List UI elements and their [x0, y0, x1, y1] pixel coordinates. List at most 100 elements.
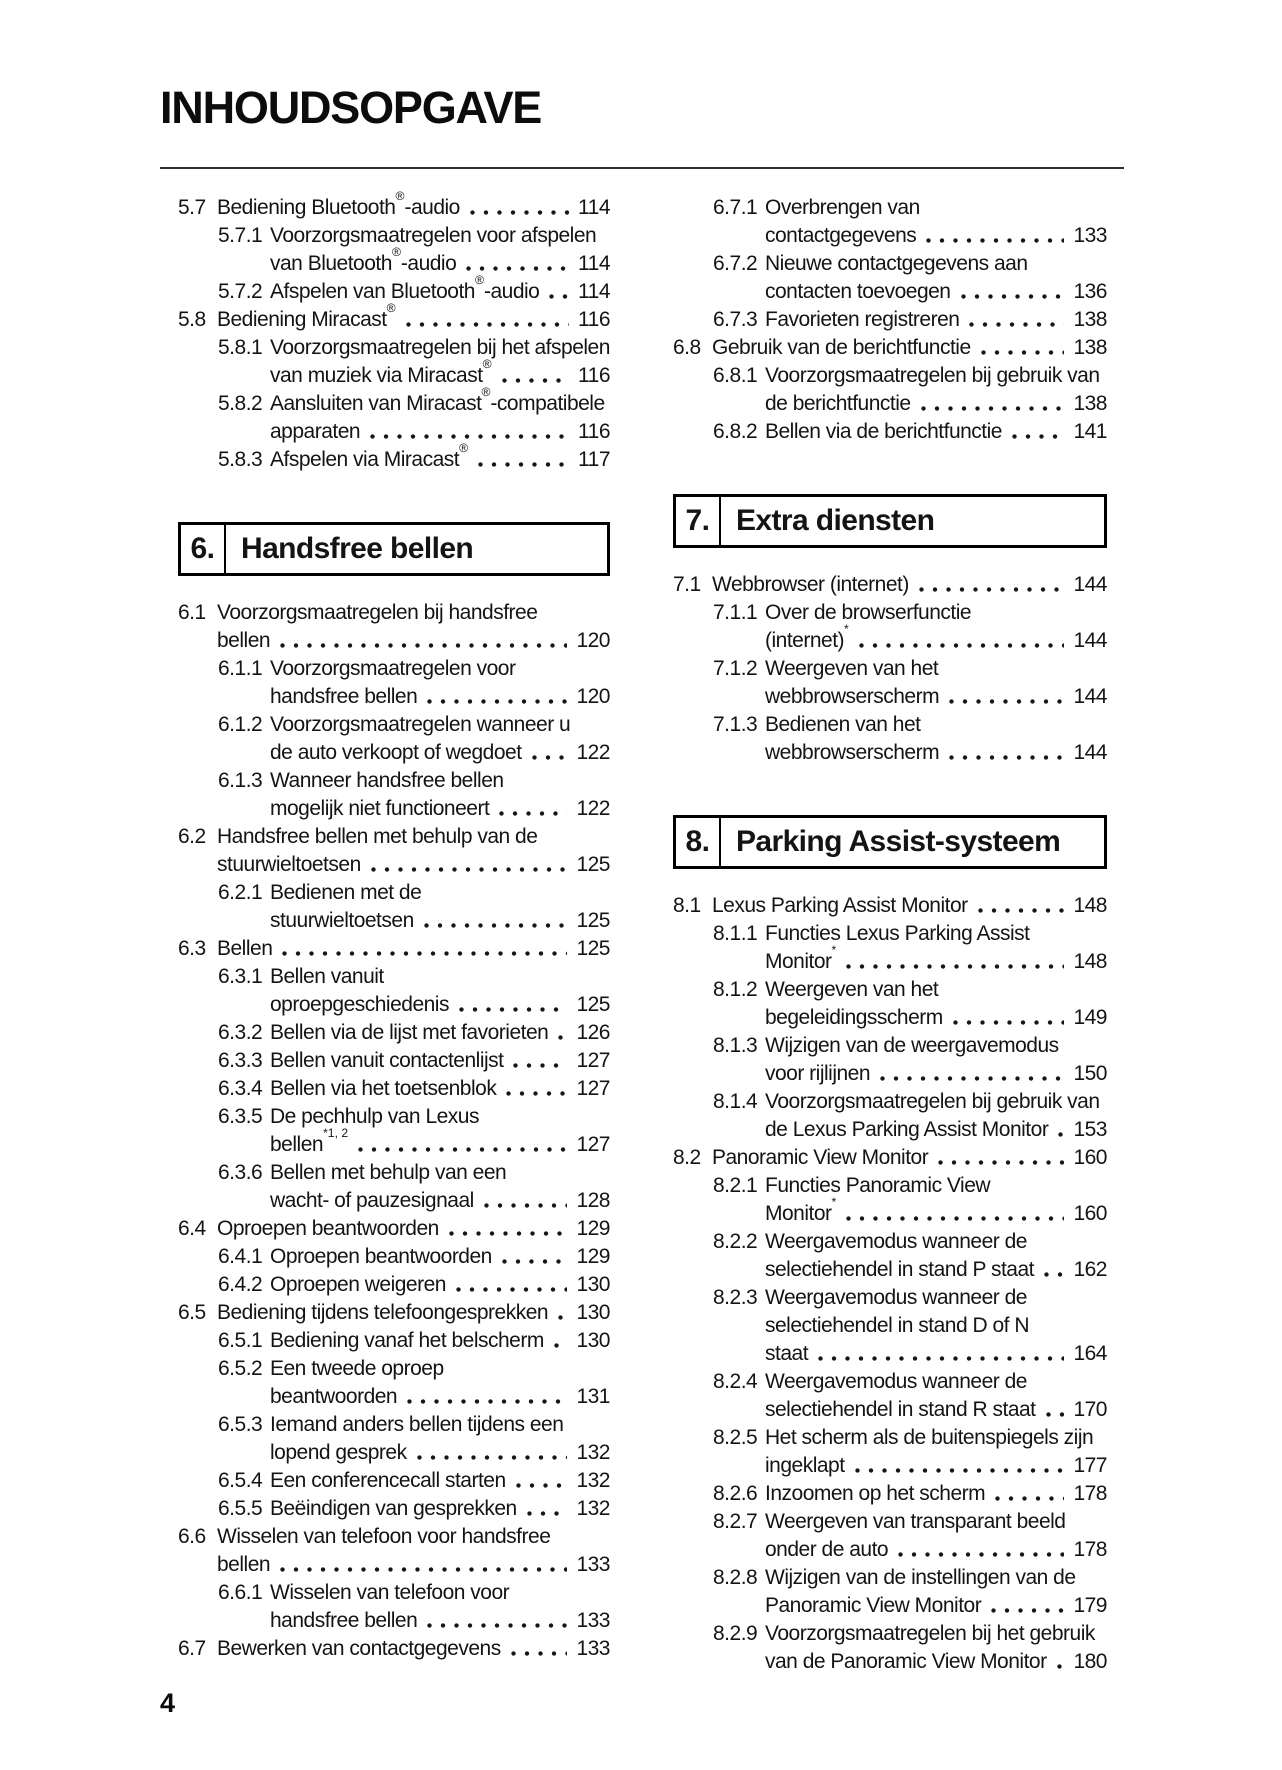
- toc-entry[interactable]: 7.1.3 Bedienen van het webbrowserscherm 14…: [673, 711, 1107, 767]
- toc-entry-text: voor rijlijnen: [765, 1062, 871, 1085]
- toc-entry-line: beantwoorden 131: [270, 1383, 610, 1411]
- toc-entry[interactable]: 6.5.2 Een tweede oproep beantwoorden 131: [178, 1355, 610, 1411]
- toc-entry[interactable]: 7.1.1 Over de browserfunctie (internet)* 1…: [673, 599, 1107, 655]
- toc-entry[interactable]: 8.2.5 Het scherm als de buitenspiegels z…: [673, 1424, 1107, 1480]
- toc-entry[interactable]: 8.2.6 Inzoomen op het scherm 178: [673, 1480, 1107, 1508]
- toc-entry-line: Wijzigen van de weergavemodus: [765, 1034, 1059, 1057]
- toc-entry-text: oproepgeschiedenis: [270, 993, 449, 1016]
- toc-entry-number: 6.1.3: [218, 769, 263, 792]
- dot-leader: [448, 1231, 568, 1236]
- toc-entry[interactable]: 6.5.4 Een conferencecall starten 132: [178, 1467, 610, 1495]
- toc-entry[interactable]: 6.3.1 Bellen vanuit oproepgeschiedenis 125: [178, 963, 610, 1019]
- dot-leader: [358, 1147, 568, 1152]
- toc-entry-page: 178: [1073, 1538, 1107, 1561]
- toc-entry-line: Een conferencecall starten 132: [270, 1467, 610, 1495]
- toc-entry-body: Bellen via de lijst met favorieten 126: [270, 1019, 610, 1047]
- dot-leader: [918, 587, 1065, 592]
- toc-entry[interactable]: 7.1 Webbrowser (internet) 144: [673, 571, 1107, 599]
- dot-leader: [898, 1552, 1065, 1557]
- toc-entry-page: 131: [576, 1385, 610, 1408]
- toc-entry[interactable]: 6.1 Voorzorgsmaatregelen bij handsfree be…: [178, 599, 610, 655]
- dot-leader: [558, 1035, 568, 1040]
- toc-entry[interactable]: 6.5 Bediening tijdens telefoongesprekken…: [178, 1299, 610, 1327]
- toc-entry[interactable]: 6.1.1 Voorzorgsmaatregelen voor handsfree…: [178, 655, 610, 711]
- toc-entry[interactable]: 8.1.3 Wijzigen van de weergavemodus voor …: [673, 1032, 1107, 1088]
- toc-entry-line: Wisselen van telefoon voor handsfree: [217, 1525, 551, 1548]
- toc-entry[interactable]: 5.8 Bediening Miracast® 116: [178, 302, 610, 334]
- toc-entry-text: stuurwieltoetsen: [217, 853, 361, 876]
- toc-entry[interactable]: 6.4.2 Oproepen weigeren 130: [178, 1271, 610, 1299]
- toc-entry[interactable]: 6.5.5 Beëindigen van gesprekken 132: [178, 1495, 610, 1523]
- toc-entry[interactable]: 6.8.1 Voorzorgsmaatregelen bij gebruik v…: [673, 362, 1107, 418]
- toc-entry-number: 8.2.7: [713, 1510, 758, 1533]
- toc-entry-line: van Bluetooth®-audio 114: [270, 246, 610, 278]
- toc-entry-number: 5.7: [178, 196, 206, 219]
- toc-entry[interactable]: 5.8.2 Aansluiten van Miracast®-compatibe…: [178, 386, 610, 446]
- toc-entry[interactable]: 6.8.2 Bellen via de berichtfunctie 141: [673, 418, 1107, 446]
- toc-entry[interactable]: 6.7.1 Overbrengen van contactgegevens 133: [673, 194, 1107, 250]
- toc-entry[interactable]: 6.3 Bellen 125: [178, 935, 610, 963]
- toc-entry-number: 5.8.1: [218, 336, 263, 359]
- toc-entry[interactable]: 6.6 Wisselen van telefoon voor handsfree…: [178, 1523, 610, 1579]
- toc-entry-number: 6.3.4: [218, 1077, 263, 1100]
- toc-entry[interactable]: 8.1.4 Voorzorgsmaatregelen bij gebruik v…: [673, 1088, 1107, 1144]
- toc-entry[interactable]: 5.7.2 Afspelen van Bluetooth®-audio 114: [178, 274, 610, 306]
- dot-leader: [1043, 1272, 1065, 1277]
- toc-entry[interactable]: 8.2.3 Weergavemodus wanneer de selectiehe…: [673, 1284, 1107, 1368]
- toc-entry-page: 125: [576, 937, 610, 960]
- toc-entry-body: Nieuwe contactgegevens aan contacten toev…: [765, 250, 1107, 306]
- toc-entry-body: Bedienen van het webbrowserscherm 144: [765, 711, 1107, 767]
- toc-entry[interactable]: 8.1 Lexus Parking Assist Monitor 148: [673, 892, 1107, 920]
- toc-entry[interactable]: 6.2 Handsfree bellen met behulp van de st…: [178, 823, 610, 879]
- toc-entry-text: de berichtfunctie: [765, 392, 911, 415]
- toc-entry-line: Oproepen weigeren 130: [270, 1271, 610, 1299]
- toc-entry[interactable]: 6.7.3 Favorieten registreren 138: [673, 306, 1107, 334]
- dot-leader: [280, 1567, 568, 1572]
- toc-entry[interactable]: 6.8 Gebruik van de berichtfunctie 138: [673, 334, 1107, 362]
- toc-entry[interactable]: 6.3.3 Bellen vanuit contactenlijst 127: [178, 1047, 610, 1075]
- toc-entry[interactable]: 6.1.2 Voorzorgsmaatregelen wanneer u de a…: [178, 711, 610, 767]
- toc-entry[interactable]: 6.1.3 Wanneer handsfree bellen mogelijk n…: [178, 767, 610, 823]
- toc-entry-line: selectiehendel in stand R staat 170: [765, 1396, 1107, 1424]
- toc-entry[interactable]: 8.1.2 Weergeven van het begeleidingsscher…: [673, 976, 1107, 1032]
- toc-entry[interactable]: 5.7.1 Voorzorgsmaatregelen voor afspelen…: [178, 222, 610, 278]
- toc-entry[interactable]: 5.8.1 Voorzorgsmaatregelen bij het afspe…: [178, 334, 610, 390]
- toc-entry-text: contactgegevens: [765, 224, 917, 247]
- toc-entry[interactable]: 8.2.4 Weergavemodus wanneer de selectiehe…: [673, 1368, 1107, 1424]
- toc-entry[interactable]: 8.2.9 Voorzorgsmaatregelen bij het gebru…: [673, 1620, 1107, 1676]
- toc-entry[interactable]: 8.2.2 Weergavemodus wanneer de selectiehe…: [673, 1228, 1107, 1284]
- dot-leader: [980, 350, 1065, 355]
- toc-entry[interactable]: 8.1.1 Functies Lexus Parking Assist Monit…: [673, 920, 1107, 976]
- toc-entry[interactable]: 6.6.1 Wisselen van telefoon voor handsfre…: [178, 1579, 610, 1635]
- toc-entry[interactable]: 5.8.3 Afspelen via Miracast® 117: [178, 442, 610, 474]
- toc-entry[interactable]: 6.4 Oproepen beantwoorden 129: [178, 1215, 610, 1243]
- toc-entry-page: 129: [576, 1245, 610, 1268]
- toc-entry[interactable]: 6.3.5 De pechhulp van Lexus bellen*1, 2 12…: [178, 1103, 610, 1159]
- toc-entry[interactable]: 8.2 Panoramic View Monitor 160: [673, 1144, 1107, 1172]
- toc-entry[interactable]: 6.3.6 Bellen met behulp van een wacht- of…: [178, 1159, 610, 1215]
- toc-entry-line: stuurwieltoetsen 125: [270, 907, 610, 935]
- toc-entry[interactable]: 5.7 Bediening Bluetooth®-audio 114: [178, 190, 610, 222]
- toc-entry[interactable]: 7.1.2 Weergeven van het webbrowserscherm 1…: [673, 655, 1107, 711]
- toc-entry[interactable]: 8.2.1 Functies Panoramic View Monitor* 160: [673, 1172, 1107, 1228]
- toc-entry[interactable]: 6.7 Bewerken van contactgegevens 133: [178, 1635, 610, 1663]
- toc-entry[interactable]: 6.5.3 Iemand anders bellen tijdens een lo…: [178, 1411, 610, 1467]
- toc-entry-number: 7.1.1: [713, 601, 758, 624]
- toc-entry-text: Panoramic View Monitor: [765, 1594, 982, 1617]
- toc-entry[interactable]: 8.2.7 Weergeven van transparant beeld ond…: [673, 1508, 1107, 1564]
- toc-entry-number: 6.1.2: [218, 713, 263, 736]
- toc-entry[interactable]: 6.5.1 Bediening vanaf het belscherm 130: [178, 1327, 610, 1355]
- toc-entry[interactable]: 6.7.2 Nieuwe contactgegevens aan contacte…: [673, 250, 1107, 306]
- toc-entry-number: 6.7.2: [713, 252, 758, 275]
- toc-entry-number: 6.8.1: [713, 364, 758, 387]
- toc-entry[interactable]: 6.3.2 Bellen via de lijst met favorieten…: [178, 1019, 610, 1047]
- toc-entry-body: Wijzigen van de weergavemodus voor rijlij…: [765, 1032, 1107, 1088]
- toc-entry-text: ingeklapt: [765, 1454, 845, 1477]
- toc-entry-line: staat 164: [765, 1340, 1107, 1368]
- toc-entry[interactable]: 6.2.1 Bedienen met de stuurwieltoetsen 125: [178, 879, 610, 935]
- toc-entry-line: selectiehendel in stand P staat 162: [765, 1256, 1107, 1284]
- toc-entry-text: lopend gesprek: [270, 1441, 407, 1464]
- toc-entry[interactable]: 6.3.4 Bellen via het toetsenblok 127: [178, 1075, 610, 1103]
- toc-entry[interactable]: 6.4.1 Oproepen beantwoorden 129: [178, 1243, 610, 1271]
- toc-entry[interactable]: 8.2.8 Wijzigen van de instellingen van d…: [673, 1564, 1107, 1620]
